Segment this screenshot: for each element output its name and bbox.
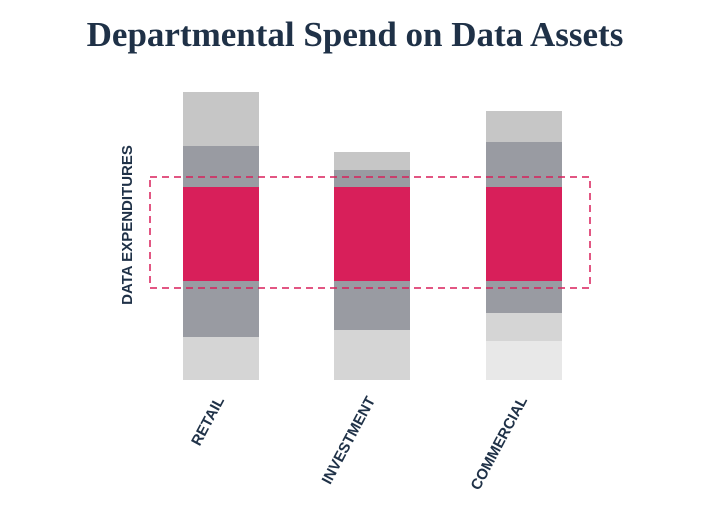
bar-segment <box>334 187 410 281</box>
bar-segment <box>486 281 562 313</box>
bar-segment <box>183 337 259 380</box>
bar-segment <box>334 330 410 380</box>
bar-segment <box>486 341 562 380</box>
bar-segment <box>334 152 410 170</box>
bar-segment <box>183 92 259 146</box>
bars <box>183 92 562 380</box>
chart-title: Departmental Spend on Data Assets <box>87 15 624 54</box>
bar-segment <box>183 187 259 281</box>
x-tick-label: COMMERCIAL <box>468 394 532 493</box>
y-axis-label: DATA EXPENDITURES <box>119 145 136 305</box>
bar-segment <box>486 142 562 187</box>
bar-segment <box>486 187 562 281</box>
highlight-box <box>149 176 591 289</box>
x-tick-label: RETAIL <box>188 394 228 449</box>
bar-segment <box>486 111 562 142</box>
bar-segment <box>334 170 410 187</box>
bar-segment <box>183 146 259 187</box>
bar-segment <box>334 281 410 330</box>
x-tick-label: INVESTMENT <box>319 394 379 487</box>
bar-segment <box>486 313 562 341</box>
bar-segment <box>183 281 259 337</box>
